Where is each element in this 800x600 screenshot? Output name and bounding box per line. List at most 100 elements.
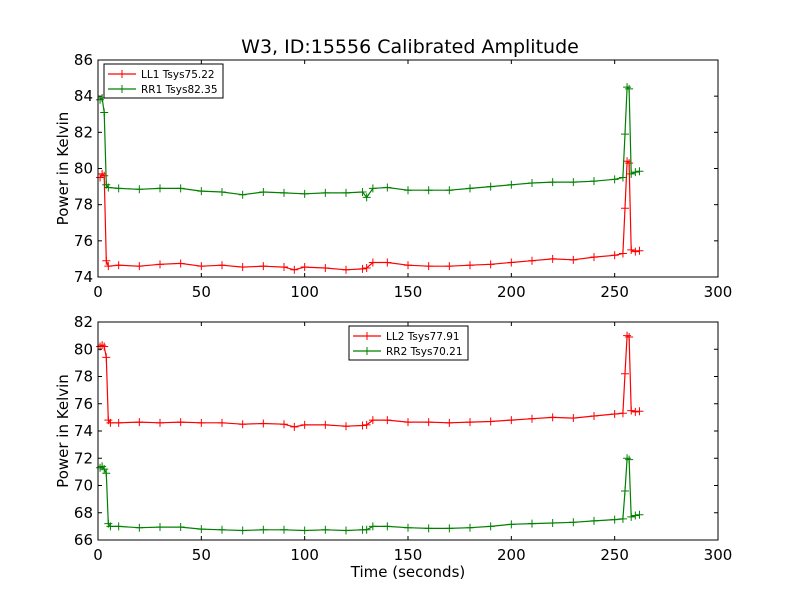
- data-point: [507, 520, 516, 529]
- data-point: [106, 522, 115, 531]
- data-point: [156, 523, 164, 532]
- data-point: [358, 421, 367, 430]
- figure-title: W3, ID:15556 Calibrated Amplitude: [241, 36, 579, 58]
- legend-marker: [363, 332, 371, 340]
- data-point: [342, 422, 350, 431]
- y-tick-label: 80: [74, 160, 93, 178]
- data-point: [342, 188, 350, 197]
- data-point: [424, 524, 433, 533]
- data-point: [321, 525, 330, 534]
- data-point: [259, 188, 268, 197]
- data-point: [635, 167, 644, 176]
- data-point: [621, 204, 629, 213]
- data-point: [114, 522, 123, 531]
- data-point: [610, 409, 619, 418]
- data-point: [466, 184, 474, 193]
- data-point: [342, 265, 350, 274]
- y-tick-label: 74: [74, 268, 93, 286]
- data-point: [176, 523, 185, 532]
- series-2-group: [96, 83, 644, 202]
- data-point: [368, 416, 377, 425]
- data-point: [156, 260, 164, 269]
- data-point: [635, 407, 644, 416]
- x-tick-label: 300: [704, 546, 733, 564]
- series-1-group: [96, 157, 644, 274]
- data-point: [466, 418, 474, 427]
- data-point: [290, 265, 299, 274]
- data-point: [100, 342, 109, 351]
- data-point: [424, 418, 433, 427]
- data-point: [528, 256, 536, 265]
- y-axis-label: Power in Kelvin: [54, 112, 72, 226]
- data-point: [404, 261, 412, 270]
- data-point: [280, 420, 288, 429]
- y-tick-label: 70: [74, 477, 93, 495]
- data-point: [300, 189, 309, 198]
- data-point: [102, 256, 111, 265]
- data-point: [197, 418, 206, 427]
- legend: LL2 Tsys77.91 RR2 Tsys70.21: [348, 325, 469, 361]
- data-point: [176, 418, 185, 427]
- data-point: [342, 526, 350, 535]
- data-point: [102, 469, 111, 478]
- x-tick-label: 250: [600, 546, 629, 564]
- series-line: [99, 457, 640, 532]
- data-point: [625, 455, 634, 464]
- data-point: [610, 515, 619, 524]
- x-tick-label: 150: [394, 546, 423, 564]
- data-point: [627, 169, 636, 178]
- legend: LL1 Tsys75.22 RR1 Tsys82.35: [103, 63, 224, 99]
- data-point: [404, 186, 412, 195]
- data-point: [383, 258, 392, 267]
- data-point: [618, 409, 627, 418]
- data-point: [383, 183, 392, 192]
- data-point: [625, 84, 634, 93]
- x-tick-label: 0: [93, 283, 103, 301]
- data-point: [259, 525, 268, 534]
- data-point: [156, 418, 164, 427]
- data-point: [321, 263, 330, 272]
- x-tick-label: 200: [497, 546, 526, 564]
- data-point: [627, 406, 636, 415]
- data-point: [280, 188, 288, 197]
- x-tick-label: 100: [290, 283, 319, 301]
- data-point: [100, 108, 109, 117]
- data-point: [96, 173, 105, 182]
- y-tick-label: 76: [74, 232, 93, 250]
- y-tick-label: 80: [74, 340, 93, 358]
- data-point: [445, 262, 454, 271]
- data-point: [621, 369, 629, 378]
- x-tick-label: 200: [497, 283, 526, 301]
- data-point: [618, 249, 627, 258]
- data-point: [466, 261, 474, 270]
- data-point: [590, 253, 598, 262]
- y-tick-label: 68: [74, 504, 93, 522]
- data-point: [259, 419, 268, 428]
- data-point: [623, 83, 632, 92]
- data-point: [625, 159, 634, 168]
- data-point: [321, 420, 330, 429]
- legend-marker: [118, 85, 126, 93]
- series-2-group: [96, 454, 644, 535]
- x-tick-label: 250: [600, 283, 629, 301]
- series-1-group: [96, 331, 644, 431]
- y-tick-label: 86: [74, 51, 93, 69]
- data-point: [368, 522, 377, 531]
- data-point: [218, 525, 226, 534]
- data-point: [528, 519, 536, 528]
- y-tick-label: 84: [74, 87, 93, 105]
- series-line: [99, 160, 640, 271]
- x-tick-label: 50: [192, 283, 211, 301]
- data-point: [631, 511, 640, 520]
- data-point: [290, 422, 299, 431]
- data-point: [486, 522, 495, 531]
- data-point: [176, 184, 185, 193]
- legend-label: RR2 Tsys70.21: [386, 346, 463, 358]
- data-point: [569, 178, 578, 187]
- x-tick-label: 50: [192, 546, 211, 564]
- legend-box: [348, 325, 469, 361]
- data-point: [218, 188, 226, 197]
- data-point: [623, 331, 632, 340]
- data-point: [197, 262, 206, 271]
- data-point: [104, 183, 113, 192]
